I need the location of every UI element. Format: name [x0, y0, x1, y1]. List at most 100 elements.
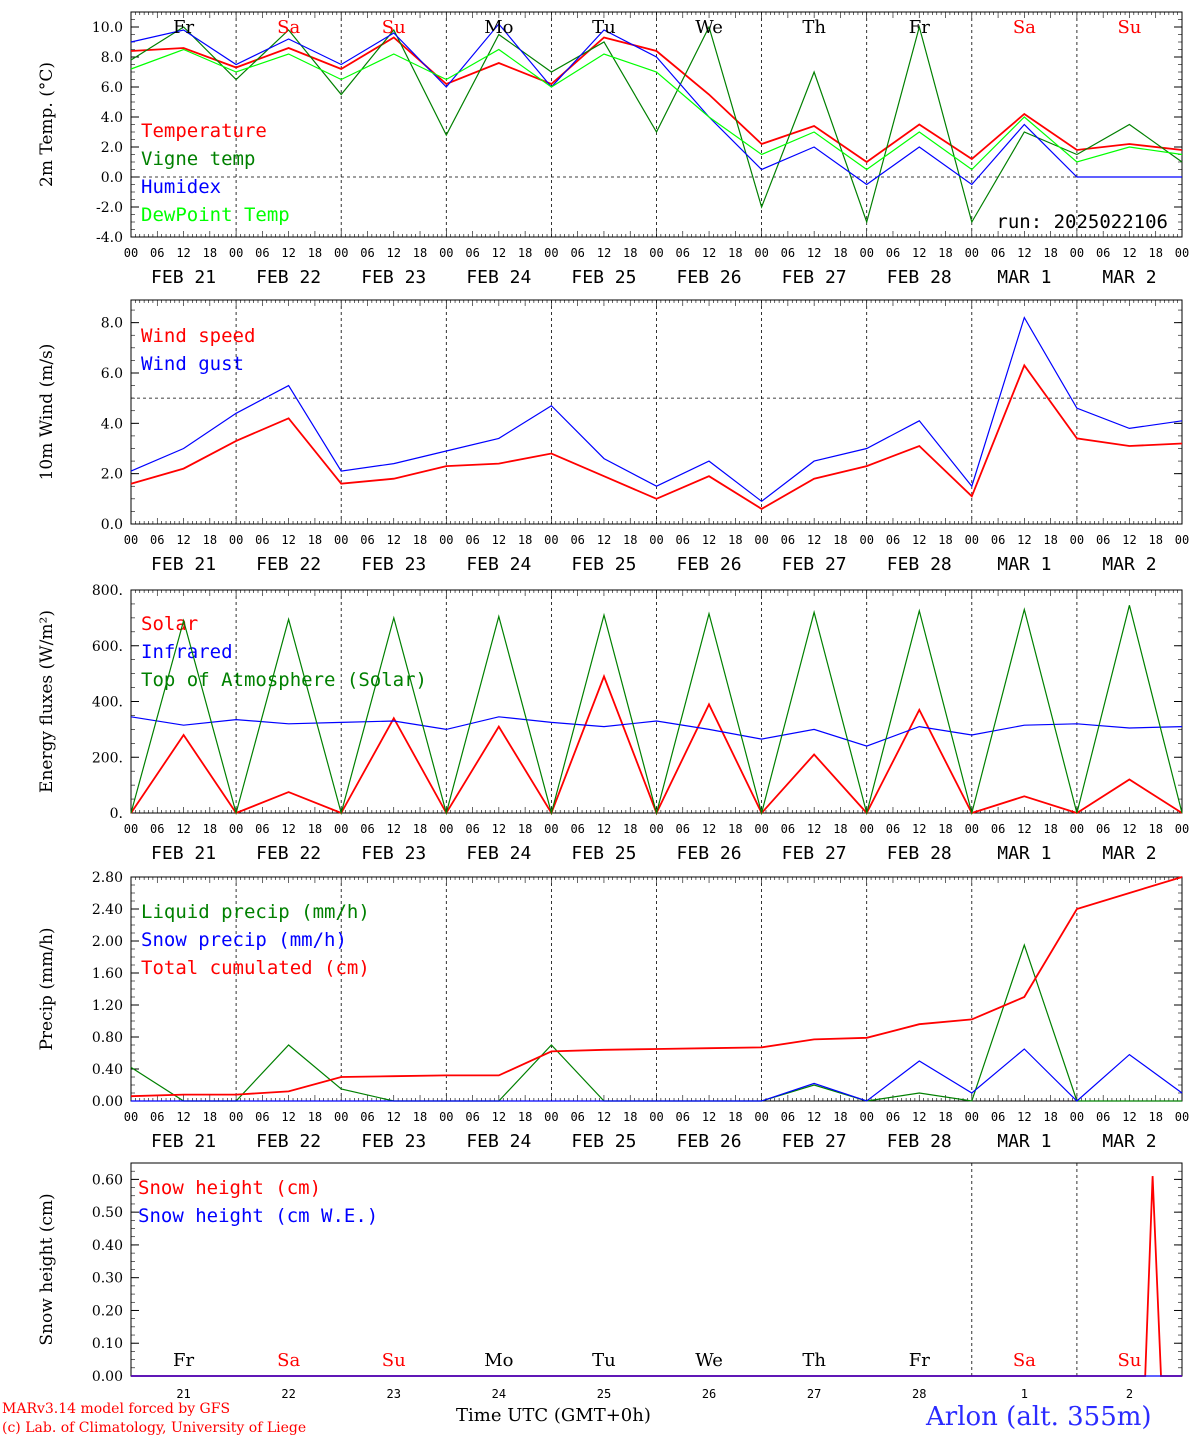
legend-entry: Snow height (cm W.E.): [138, 1205, 378, 1227]
plot-frame: [130, 589, 1183, 814]
day-name: Su: [382, 1350, 406, 1371]
hour-label: 00: [1070, 246, 1084, 260]
hour-label: 12: [702, 1110, 716, 1124]
date-label: FEB 26: [677, 267, 742, 288]
hour-label: 00: [859, 246, 873, 260]
hour-label: 18: [413, 1110, 427, 1124]
date-label: FEB 28: [887, 554, 952, 575]
hour-label: 06: [465, 1110, 479, 1124]
hour-label: 00: [1175, 533, 1189, 547]
y-tick-label: -4.0: [96, 230, 123, 246]
date-label: FEB 26: [677, 843, 742, 864]
day-number: 25: [597, 1387, 611, 1401]
hour-label: 12: [1017, 822, 1031, 836]
panel-1: -4.0 -2.0 0.0 2.0 4.0 6.0 8.0 10.0 2m Temp. (°C)…: [37, 11, 1189, 288]
hour-label: 00: [859, 822, 873, 836]
hour-label: 12: [387, 822, 401, 836]
hour-label: 12: [597, 246, 611, 260]
hour-label: 12: [597, 533, 611, 547]
hour-label: 06: [150, 246, 164, 260]
date-label: FEB 21: [151, 843, 216, 864]
day-number: 21: [176, 1387, 190, 1401]
hour-label: 18: [623, 822, 637, 836]
date-label: FEB 21: [151, 554, 216, 575]
hour-label: 12: [597, 1110, 611, 1124]
hour-label: 06: [1096, 1110, 1110, 1124]
y-tick-label: -2.0: [96, 200, 123, 216]
hour-label: 18: [413, 822, 427, 836]
hour-label: 00: [1070, 533, 1084, 547]
day-name: Mo: [484, 1350, 513, 1371]
date-label: FEB 25: [571, 554, 636, 575]
hour-label: 06: [570, 246, 584, 260]
legend-entry: Infrared: [141, 641, 233, 663]
y-tick-label: 0.0: [101, 170, 123, 186]
hour-label: 18: [308, 1110, 322, 1124]
hour-label: 00: [334, 533, 348, 547]
hour-label: 06: [255, 822, 269, 836]
date-label: MAR 1: [997, 267, 1051, 288]
hour-label: 18: [203, 822, 217, 836]
day-name: Sa: [1013, 17, 1036, 38]
hour-label: 06: [781, 822, 795, 836]
hour-label: 18: [1148, 822, 1162, 836]
hour-label: 12: [281, 822, 295, 836]
series-line-1: [130, 363, 1183, 510]
y-tick-label: 200.: [92, 750, 123, 766]
y-tick-label: 0.00: [92, 1369, 123, 1385]
hour-label: 18: [518, 533, 532, 547]
day-name: Fr: [173, 1350, 194, 1371]
date-label: FEB 22: [256, 554, 321, 575]
hour-label: 00: [124, 822, 138, 836]
legend-entry: Humidex: [141, 176, 221, 198]
hour-label: 06: [676, 533, 690, 547]
hour-label: 00: [649, 246, 663, 260]
hour-label: 12: [281, 1110, 295, 1124]
hour-label: 06: [465, 822, 479, 836]
y-tick-label: 800.: [92, 583, 123, 599]
hour-label: 12: [492, 822, 506, 836]
hour-label: 00: [1175, 822, 1189, 836]
day-number: 2: [1126, 1387, 1133, 1401]
hour-label: 06: [886, 533, 900, 547]
hour-label: 18: [308, 246, 322, 260]
y-tick-label: 0.0: [101, 517, 123, 533]
legend-entry: Temperature: [141, 120, 267, 142]
hour-label: 18: [1043, 533, 1057, 547]
day-name: Fr: [909, 1350, 930, 1371]
hour-label: 06: [781, 533, 795, 547]
hour-label: 12: [807, 1110, 821, 1124]
hour-label: 18: [833, 1110, 847, 1124]
hour-label: 06: [676, 822, 690, 836]
y-tick-label: 8.0: [101, 50, 123, 66]
y-tick-label: 10.0: [92, 20, 123, 36]
hour-label: 12: [176, 822, 190, 836]
hour-label: 06: [1096, 246, 1110, 260]
hour-label: 00: [124, 1110, 138, 1124]
y-tick-label: 4.0: [101, 416, 123, 432]
hour-label: 00: [649, 1110, 663, 1124]
y-tick-label: 0.50: [92, 1205, 123, 1221]
hour-label: 06: [570, 1110, 584, 1124]
date-label: FEB 23: [361, 843, 426, 864]
hour-label: 18: [728, 1110, 742, 1124]
hour-label: 18: [938, 533, 952, 547]
hour-label: 00: [124, 246, 138, 260]
hour-label: 00: [229, 822, 243, 836]
day-name: Fr: [909, 17, 930, 38]
hour-label: 06: [465, 246, 479, 260]
legend-entry: Wind gust: [141, 353, 244, 375]
hour-label: 18: [938, 822, 952, 836]
hour-label: 12: [1122, 1110, 1136, 1124]
y-tick-label: 8.0: [101, 316, 123, 332]
hour-label: 18: [728, 533, 742, 547]
plot-frame: [130, 299, 1183, 525]
hour-label: 06: [360, 533, 374, 547]
hour-label: 18: [833, 533, 847, 547]
hour-label: 06: [255, 246, 269, 260]
day-name: Fr: [173, 17, 194, 38]
day-number: 22: [281, 1387, 295, 1401]
hour-label: 00: [965, 822, 979, 836]
day-name: Sa: [1013, 1350, 1036, 1371]
hour-label: 18: [203, 533, 217, 547]
